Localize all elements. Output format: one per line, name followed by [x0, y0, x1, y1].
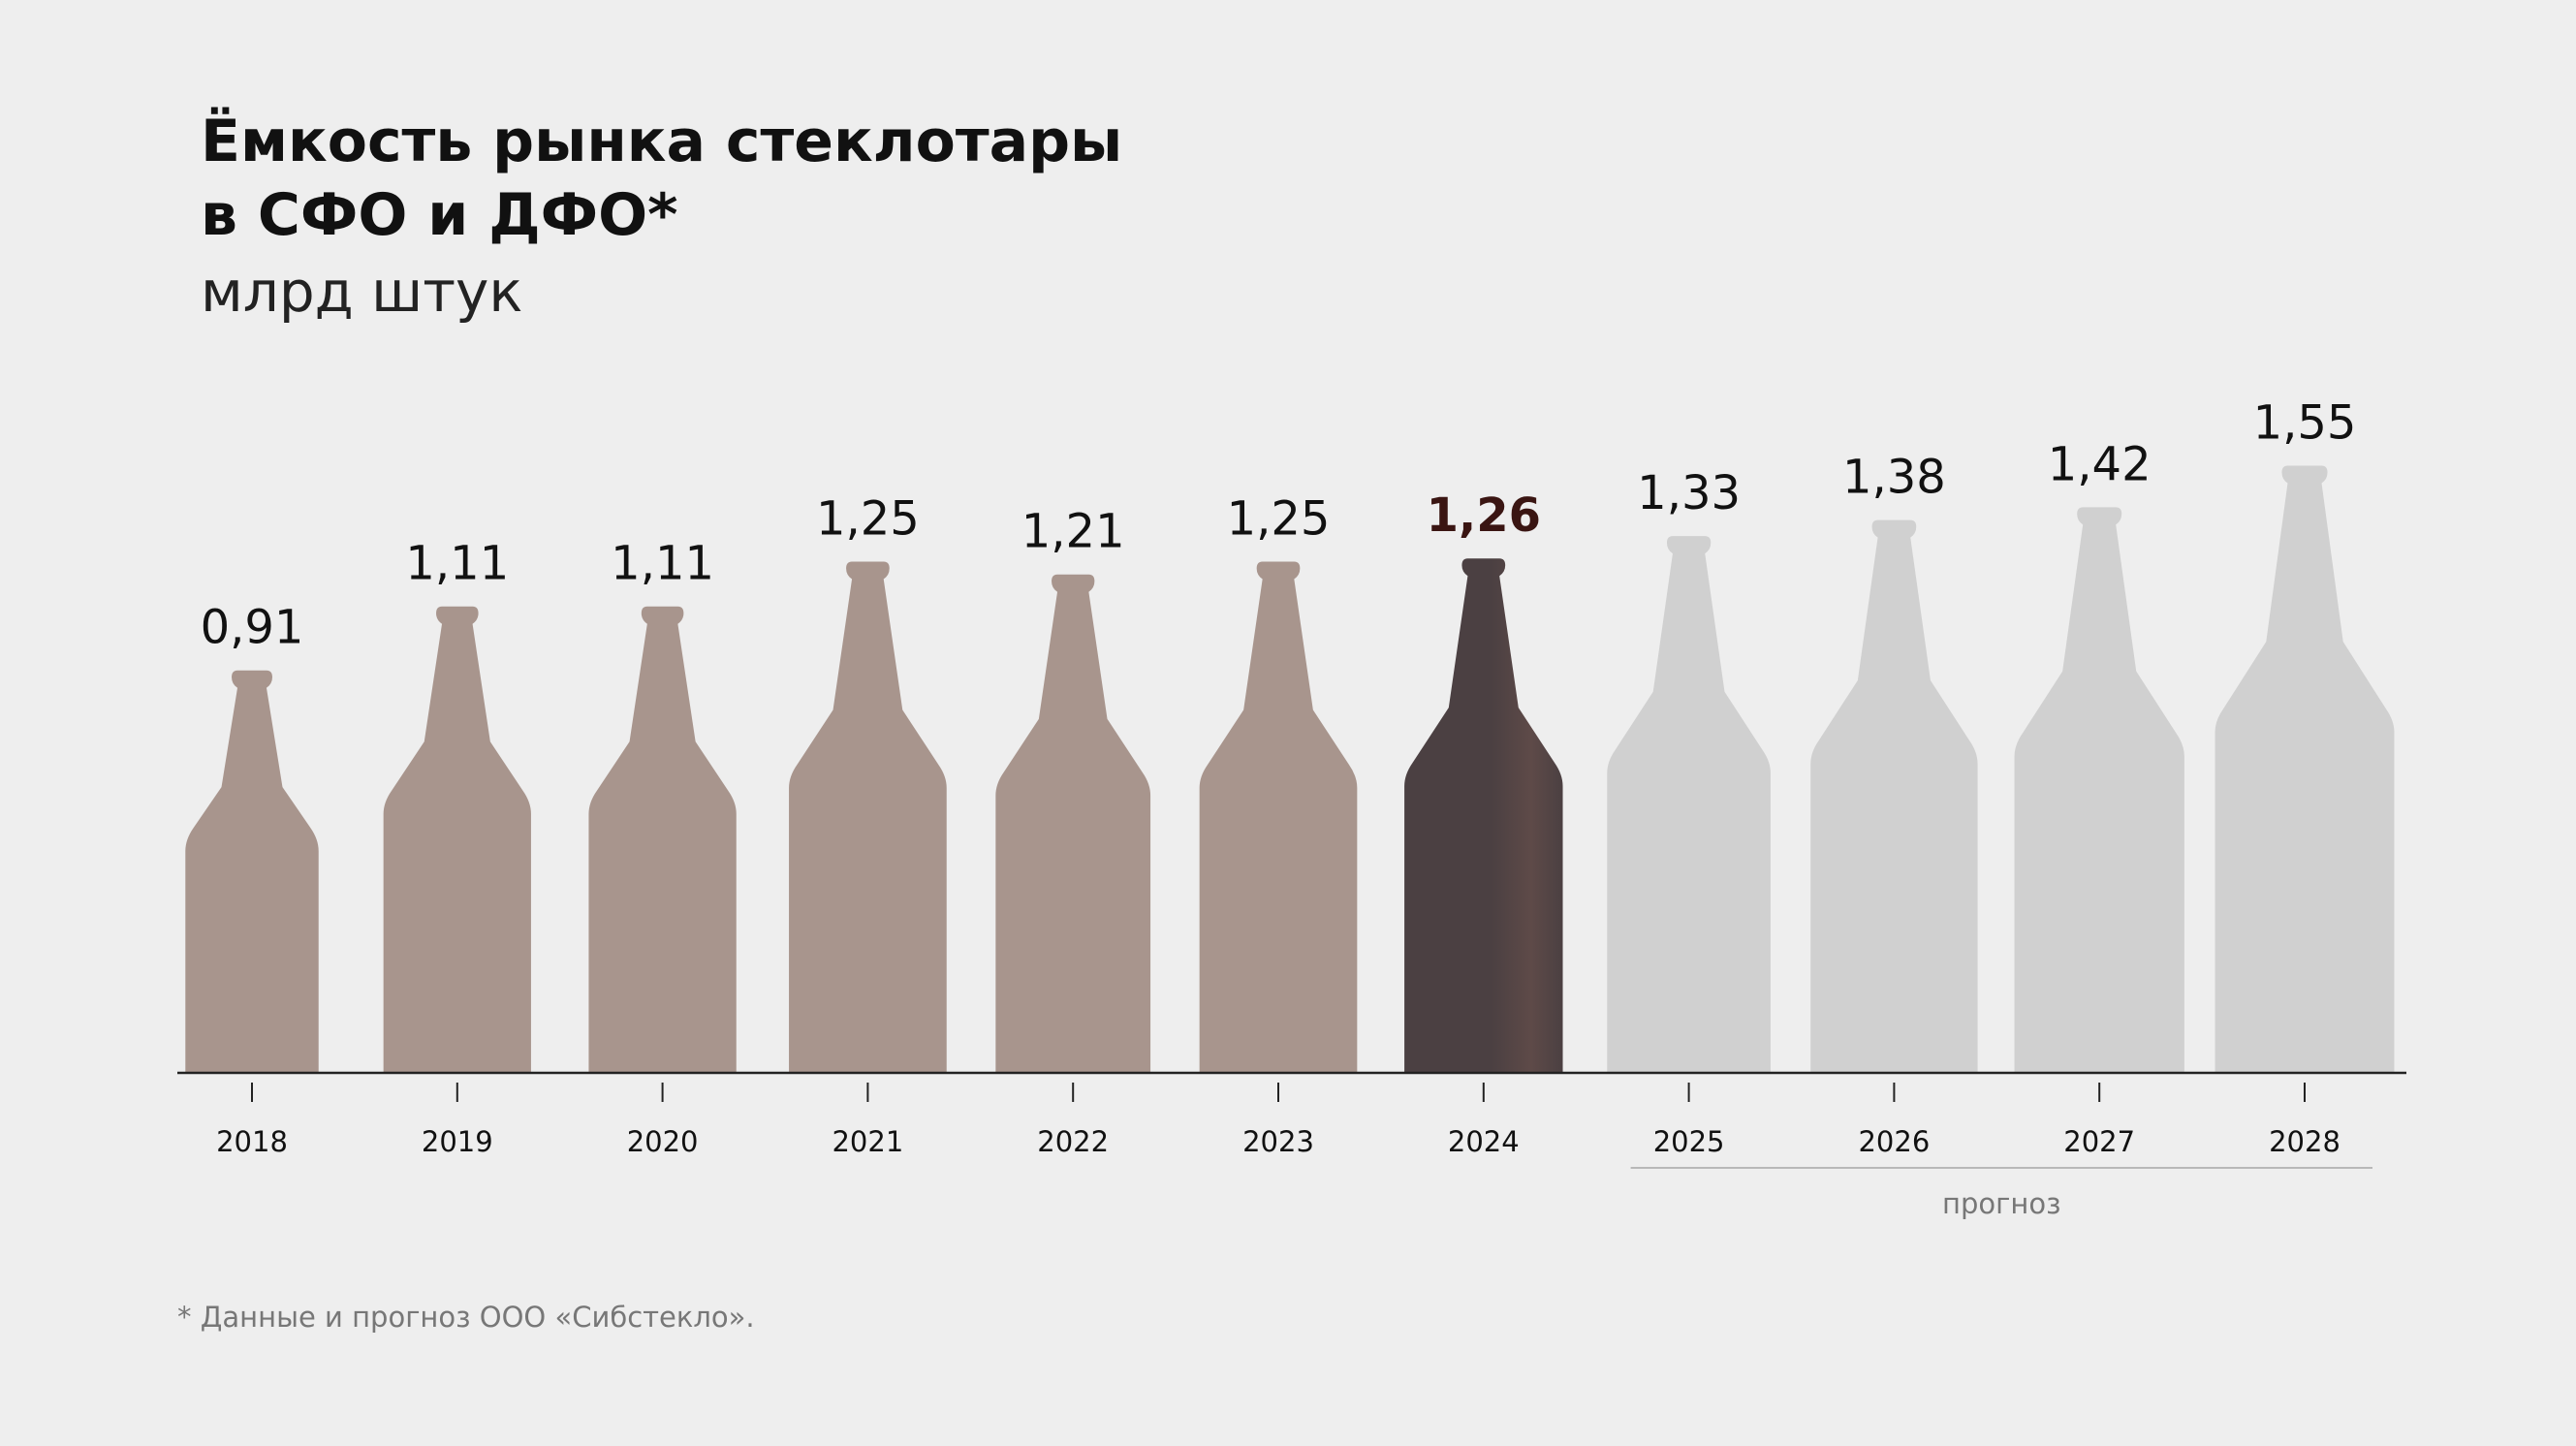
bar-bottle-2027	[2014, 507, 2184, 1073]
bar-bottle-2022	[995, 574, 1151, 1073]
value-label-2028: 1,55	[2253, 396, 2357, 451]
title-block: Ёмкость рынка стеклотары в СФО и ДФО* мл…	[201, 105, 1122, 330]
x-tick-label-2025: 2025	[1653, 1125, 1725, 1158]
bar-bottle-2025	[1607, 536, 1771, 1073]
bar-bottle-2019	[383, 606, 531, 1073]
value-label-2020: 1,11	[611, 537, 714, 591]
value-label-2021: 1,25	[816, 492, 920, 547]
value-label-2025: 1,33	[1637, 466, 1741, 520]
bar-bottle-2028	[2215, 465, 2395, 1073]
x-tick-label-2024: 2024	[1448, 1125, 1520, 1158]
x-tick-label-2023: 2023	[1242, 1125, 1314, 1158]
x-tick-label-2028: 2028	[2269, 1125, 2340, 1158]
bar-bottle-2023	[1199, 561, 1358, 1073]
x-tick-label-2018: 2018	[216, 1125, 288, 1158]
x-tick-label-2027: 2027	[2063, 1125, 2135, 1158]
chart-subtitle: млрд штук	[201, 259, 523, 325]
value-label-2027: 1,42	[2048, 437, 2152, 491]
value-label-2022: 1,21	[1021, 505, 1125, 559]
bar-bottle-2020	[588, 606, 737, 1073]
value-label-2023: 1,25	[1227, 492, 1331, 547]
value-label-2018: 0,91	[201, 601, 304, 655]
bar-bottle-2026	[1810, 519, 1978, 1073]
value-label-2026: 1,38	[1842, 451, 1946, 505]
x-tick-label-2020: 2020	[627, 1125, 699, 1158]
bar-bottle-2021	[789, 561, 947, 1073]
bar-bottle-2024	[1404, 558, 1563, 1073]
value-label-2019: 1,11	[405, 537, 509, 591]
footnote: * Данные и прогноз ООО «Сибстекло».	[177, 1301, 755, 1334]
x-tick-label-2019: 2019	[422, 1125, 493, 1158]
x-tick-label-2026: 2026	[1858, 1125, 1930, 1158]
chart-title-line-2: в СФО и ДФО*	[201, 181, 678, 249]
x-tick-label-2021: 2021	[832, 1125, 903, 1158]
bar-bottle-2018	[185, 670, 319, 1073]
forecast-label: прогноз	[1942, 1187, 2060, 1220]
x-tick-label-2022: 2022	[1037, 1125, 1109, 1158]
value-label-2024: 1,26	[1427, 488, 1541, 543]
chart-title-line-1: Ёмкость рынка стеклотары	[201, 108, 1123, 175]
